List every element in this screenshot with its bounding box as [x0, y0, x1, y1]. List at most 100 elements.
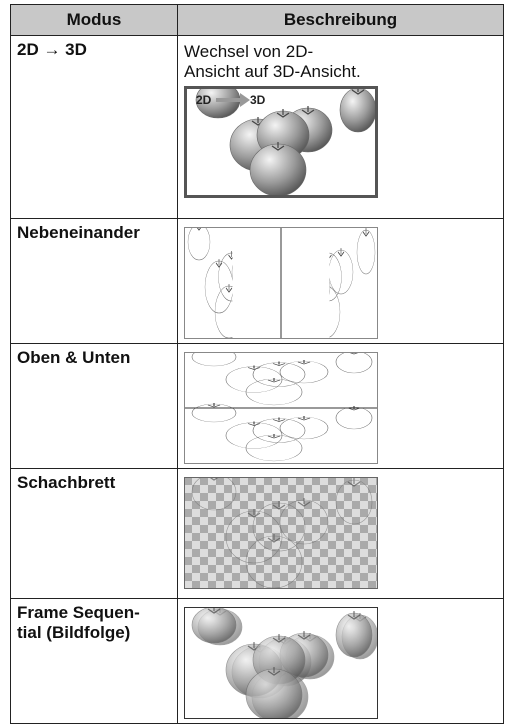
checker	[192, 533, 200, 541]
stem	[297, 498, 311, 507]
tomato	[245, 434, 303, 462]
checker	[256, 533, 264, 541]
checker	[344, 533, 352, 541]
checker	[320, 557, 328, 565]
checker	[368, 533, 376, 541]
desc-cell: Wechsel von 2D-Ansicht auf 3D-Ansicht. 2…	[177, 35, 504, 219]
checker	[344, 557, 352, 565]
checker	[216, 525, 224, 533]
tomato	[191, 477, 237, 511]
checker	[192, 525, 200, 533]
checker	[208, 533, 216, 541]
checker	[240, 525, 248, 533]
checker	[256, 485, 264, 493]
checker	[232, 501, 240, 509]
checker	[280, 509, 288, 517]
checker	[200, 565, 208, 573]
checker	[184, 541, 192, 549]
checker	[248, 485, 256, 493]
checker	[264, 509, 272, 517]
checker	[248, 573, 256, 581]
checker	[304, 517, 312, 525]
stem	[247, 365, 261, 370]
checker	[296, 477, 304, 485]
checker	[184, 581, 192, 589]
checker	[328, 565, 336, 573]
checker	[368, 517, 376, 525]
header-cell: Modus	[10, 4, 178, 36]
checker	[224, 581, 232, 589]
shape	[187, 227, 272, 339]
checker	[288, 573, 296, 581]
checker	[312, 581, 320, 589]
stem	[362, 228, 370, 237]
checker	[328, 477, 336, 485]
checker	[224, 573, 232, 581]
checker	[192, 549, 200, 557]
checker	[216, 557, 224, 565]
stem	[266, 228, 272, 236]
stem	[267, 534, 281, 543]
checker	[288, 549, 296, 557]
checker	[320, 565, 328, 573]
checker	[232, 533, 240, 541]
checker	[344, 485, 352, 493]
checker	[216, 509, 224, 517]
checker	[368, 493, 376, 501]
checker	[360, 533, 368, 541]
checker	[240, 549, 248, 557]
checker	[272, 493, 280, 501]
checker	[360, 581, 368, 589]
checker	[232, 493, 240, 501]
checker	[200, 573, 208, 581]
checker	[280, 557, 288, 565]
checker	[368, 541, 376, 549]
checker	[296, 485, 304, 493]
checker	[368, 573, 376, 581]
row: Nebeneinander	[10, 218, 504, 344]
checker	[336, 525, 344, 533]
stem	[297, 631, 311, 640]
checker	[288, 525, 296, 533]
checker	[184, 485, 192, 493]
description: Wechsel von 2D-Ansicht auf 3D-Ansicht.	[184, 42, 361, 81]
checker	[272, 485, 280, 493]
checker	[240, 493, 248, 501]
tomato	[249, 143, 307, 197]
image-label: 2D	[196, 93, 212, 107]
checker	[200, 549, 208, 557]
tomato	[214, 285, 233, 339]
illustration	[184, 227, 378, 339]
checker	[216, 501, 224, 509]
checker	[216, 541, 224, 549]
stem	[297, 360, 311, 365]
checker	[312, 525, 320, 533]
checker	[208, 565, 216, 573]
checker	[320, 501, 328, 509]
checker	[256, 565, 264, 573]
checker	[264, 533, 272, 541]
checker	[336, 573, 344, 581]
checker	[264, 581, 272, 589]
checker	[360, 557, 368, 565]
checker	[312, 557, 320, 565]
checker	[328, 485, 336, 493]
checker	[368, 557, 376, 565]
checker	[360, 477, 368, 485]
illustration	[184, 477, 378, 589]
checker	[240, 573, 248, 581]
checker	[352, 557, 360, 565]
frame	[184, 86, 378, 198]
checker	[232, 565, 240, 573]
checker	[248, 525, 256, 533]
checker	[328, 501, 336, 509]
checker	[304, 525, 312, 533]
tomato	[191, 352, 237, 367]
checker	[200, 501, 208, 509]
checker	[304, 573, 312, 581]
checker	[232, 549, 240, 557]
checker	[216, 565, 224, 573]
checker	[272, 477, 280, 485]
checker	[208, 517, 216, 525]
checker	[296, 565, 304, 573]
